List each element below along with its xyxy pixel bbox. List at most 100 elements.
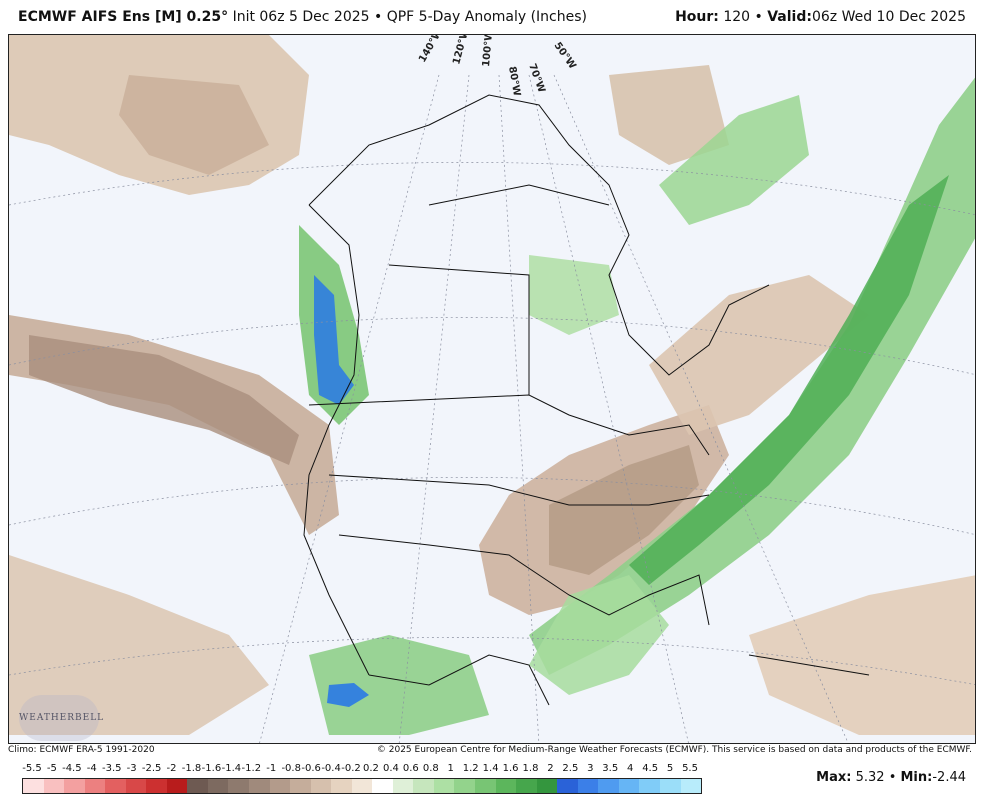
legend-swatch: [166, 779, 188, 793]
map-header: ECMWF AIFS Ens [M] 0.25° Init 06z 5 Dec …: [0, 0, 984, 34]
wet-anomaly-pnw-core-blue: [314, 275, 354, 405]
legend-swatch: [207, 779, 229, 793]
legend-tick-label: 1.8: [522, 763, 539, 774]
max-value: 5.32: [855, 770, 885, 785]
climo-note: Climo: ECMWF ERA-5 1991-2020: [8, 745, 155, 755]
lon-label-70w: 70°W: [526, 62, 547, 94]
precip-anomaly-map: 140°W 120°W 100°W 80°W 70°W 50°W WEATHER…: [8, 34, 976, 744]
min-value: -2.44: [932, 770, 966, 785]
lon-label-80w: 80°W: [506, 66, 522, 97]
max-label: Max:: [816, 770, 852, 785]
legend-tick-label: 0.8: [422, 763, 439, 774]
legend-swatch: [105, 779, 126, 793]
legend-swatch: [290, 779, 311, 793]
legend-tick-label: 0.6: [402, 763, 419, 774]
legend-swatch: [187, 779, 208, 793]
legend-tick-label: -1.8: [181, 763, 202, 774]
legend-swatch: [351, 779, 373, 793]
header-title-group: ECMWF AIFS Ens [M] 0.25° Init 06z 5 Dec …: [18, 0, 587, 34]
lon-label-50w: 50°W: [552, 40, 578, 71]
legend-tick-label: 4: [627, 763, 634, 774]
wet-anomaly-gulf: [529, 575, 669, 695]
legend-swatch: [372, 779, 393, 793]
legend-swatch: [475, 779, 496, 793]
legend-tick-label: 5: [666, 763, 674, 774]
dry-anomaly-mexico-pacific: [9, 555, 269, 735]
lon-label-100w: 100°W: [481, 35, 495, 67]
coastlines-borders: [303, 94, 870, 706]
legend-color-bar: [22, 778, 702, 794]
legend-swatch: [84, 779, 106, 793]
legend-tick-label: 4.5: [642, 763, 659, 774]
legend-swatch: [536, 779, 558, 793]
legend-tick-label: 1.2: [462, 763, 479, 774]
legend-tick-label: -2.5: [141, 763, 162, 774]
legend-tick-label: 1.6: [502, 763, 519, 774]
legend-swatch: [413, 779, 434, 793]
legend-tick-label: -1.6: [201, 763, 222, 774]
dry-anomaly-southeast-core: [549, 445, 699, 575]
legend-tick-label: -0.4: [321, 763, 341, 774]
dry-anomaly-greenland: [609, 65, 729, 165]
model-name: ECMWF AIFS Ens [M] 0.25: [18, 9, 222, 25]
hour-label: Hour:: [675, 9, 719, 25]
legend-tick-label: 3.5: [602, 763, 619, 774]
map-canvas: 140°W 120°W 100°W 80°W 70°W 50°W: [9, 35, 975, 743]
legend-tick-label: 1: [447, 763, 454, 774]
color-legend: -5.5 -5 -4.5 -4 -3.5 -3 -2.5 -2 -1.8 -1.6 -1.4 -1.2…: [22, 763, 702, 803]
legend-labels: -5.5 -5 -4.5 -4 -3.5 -3 -2.5 -2 -1.8 -1.6 -1.4 -1.2…: [22, 763, 702, 777]
separator-bullet-2: •: [754, 9, 763, 25]
legend-swatch: [557, 779, 578, 793]
legend-swatch: [392, 779, 414, 793]
legend-tick-label: 0.2: [363, 763, 379, 774]
legend-swatch: [64, 779, 85, 793]
legend-tick-label: -3.5: [101, 763, 122, 774]
legend-swatch: [433, 779, 455, 793]
wet-anomaly-greenland-coast: [659, 95, 809, 225]
legend-tick-label: 3: [587, 763, 594, 774]
wet-anomaly-mexico-core-blue: [327, 683, 369, 707]
lon-label-120w: 120°W: [451, 35, 471, 66]
legend-tick-label: 1.4: [482, 763, 499, 774]
legend-tick-label: -4.5: [62, 763, 82, 774]
wet-anomaly-hudson-bay: [529, 255, 619, 335]
legend-swatch: [659, 779, 681, 793]
legend-swatch: [495, 779, 517, 793]
separator-bullet: •: [374, 9, 383, 25]
valid-label: Valid:: [767, 9, 812, 25]
legend-swatch: [125, 779, 147, 793]
legend-tick-label: -1: [266, 763, 277, 774]
legend-tick-label: -1.4: [221, 763, 242, 774]
legend-tick-label: -4: [86, 763, 97, 774]
legend-tick-label: -5.5: [22, 763, 42, 774]
legend-swatch: [269, 779, 291, 793]
legend-tick-label: 0.4: [382, 763, 399, 774]
legend-tick-label: -0.2: [341, 763, 361, 774]
legend-tick-label: -1.2: [241, 763, 262, 774]
legend-swatch: [639, 779, 660, 793]
copyright-note: © 2025 European Centre for Medium-Range …: [376, 745, 972, 755]
legend-tick-label: 2: [547, 763, 554, 774]
header-valid-group: Hour: 120 • Valid:06z Wed 10 Dec 2025: [675, 0, 966, 34]
dry-anomaly-pacific-core: [29, 335, 299, 465]
legend-swatch: [331, 779, 352, 793]
legend-swatch: [618, 779, 640, 793]
init-time: Init 06z 5 Dec 2025: [232, 9, 370, 25]
product-name: QPF 5-Day Anomaly (Inches): [386, 9, 587, 25]
degree-symbol: °: [221, 9, 229, 25]
legend-tick-label: 5.5: [682, 763, 698, 774]
legend-tick-label: -5: [46, 763, 57, 774]
legend-tick-label: -2: [166, 763, 177, 774]
separator-bullet-3: •: [888, 770, 897, 785]
dry-anomaly-alaska-core: [119, 75, 269, 175]
legend-swatch: [577, 779, 599, 793]
legend-tick-label: -3: [126, 763, 137, 774]
legend-swatch: [23, 779, 44, 793]
legend-swatch: [680, 779, 702, 793]
legend-swatch: [228, 779, 250, 793]
legend-swatch: [43, 779, 65, 793]
longitude-labels: 140°W 120°W 100°W 80°W 70°W 50°W: [417, 35, 578, 97]
lon-label-140w: 140°W: [417, 35, 445, 65]
min-label: Min:: [900, 770, 933, 785]
graticule: [9, 74, 975, 743]
